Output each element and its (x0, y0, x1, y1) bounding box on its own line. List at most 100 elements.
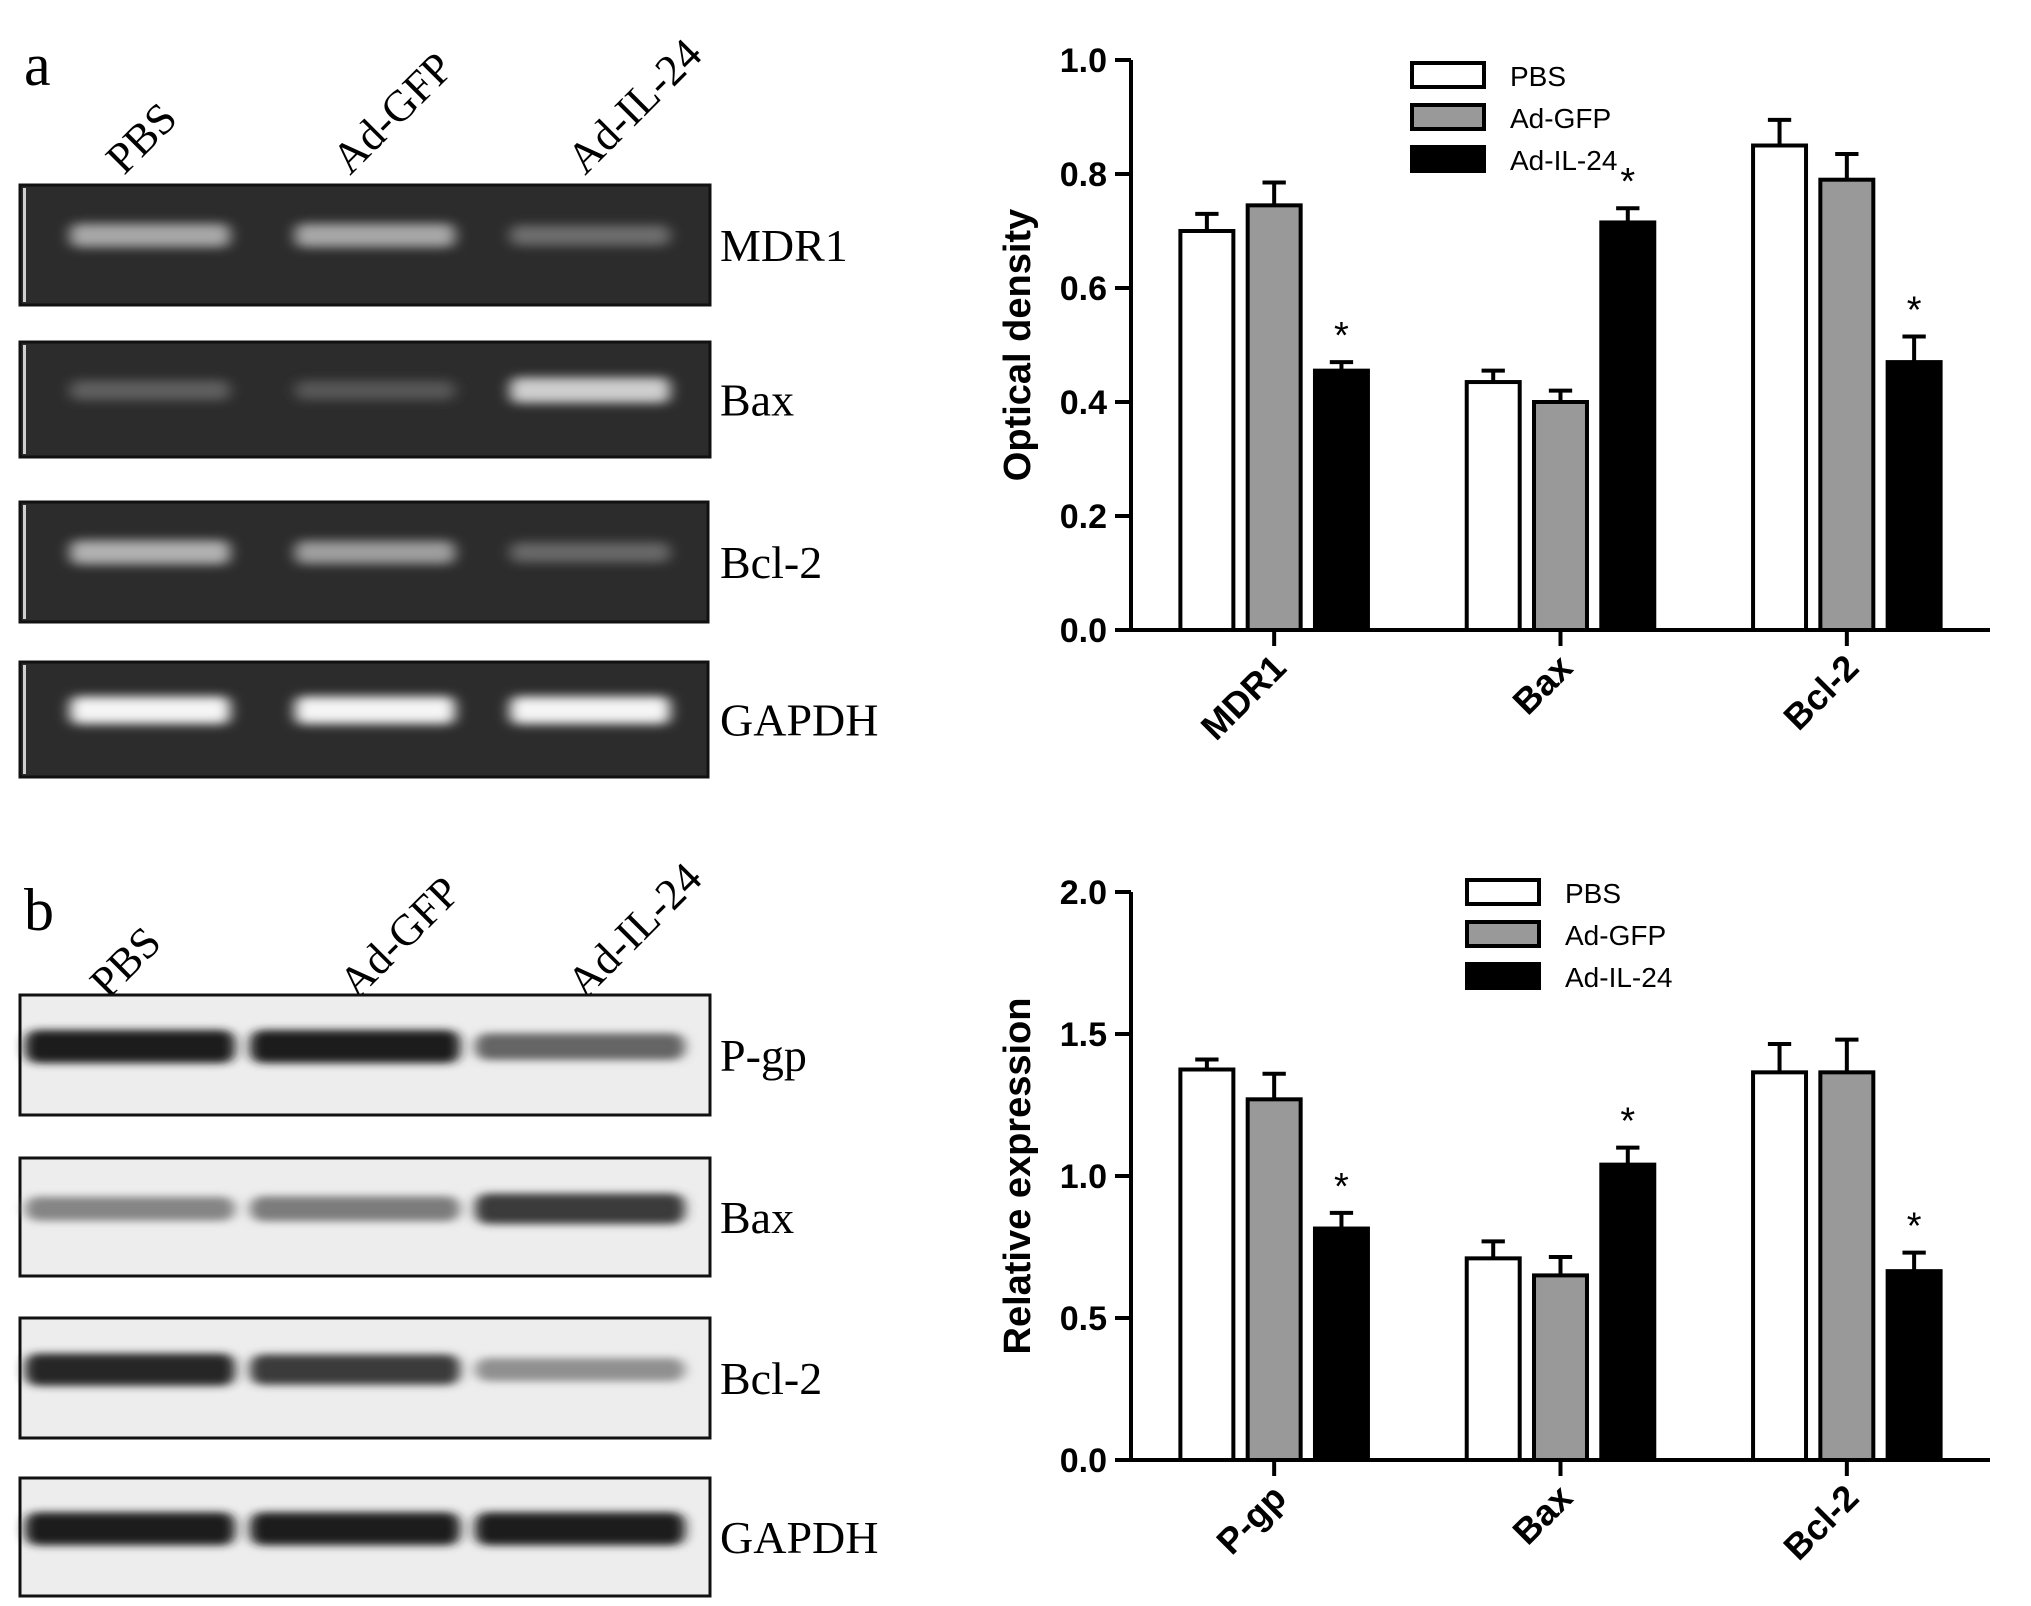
blot-band (25, 1196, 235, 1221)
gel-band (295, 696, 455, 725)
gel-strip-edge (23, 665, 26, 774)
blot-band (25, 1030, 235, 1064)
y-tick-label: 0.2 (1060, 498, 1107, 536)
legend-swatch-ad-il-24 (1465, 962, 1541, 990)
panel-a-gel-strips: MDR1 Bax Bcl-2 GAPDH (18, 183, 878, 779)
gel-band (70, 540, 230, 565)
significance-asterisk: * (1907, 1206, 1922, 1248)
gel-row-label: MDR1 (720, 220, 848, 271)
blot-band (250, 1512, 460, 1546)
blot-band (475, 1033, 685, 1060)
x-tick-label: Bcl-2 (1775, 647, 1866, 738)
legend-label-ad-il-24: Ad-IL-24 (1565, 962, 1672, 993)
bar-ad-gfp-bax (1532, 1273, 1589, 1463)
lane-label-pbs: PBS (96, 93, 186, 183)
bar-ad-il-24-bcl-2 (1885, 1269, 1943, 1463)
x-tick-label: P-gp (1208, 1477, 1294, 1563)
y-tick-label: 0.0 (1060, 1442, 1107, 1480)
panel-a-letter: a (24, 32, 51, 98)
gel-band (70, 696, 230, 725)
bar-pbs-bax (1464, 1256, 1522, 1462)
blot-band (250, 1030, 460, 1064)
y-tick-label: 0.5 (1060, 1300, 1107, 1338)
x-tick-label: Bcl-2 (1775, 1477, 1866, 1568)
bar-ad-il-24-mdr1 (1312, 368, 1370, 632)
gel-band (295, 380, 455, 400)
panel-b-letter: b (24, 877, 54, 943)
blot-band (475, 1512, 685, 1546)
gel-row-label: GAPDH (720, 695, 878, 746)
blot-row-label: Bax (720, 1192, 794, 1243)
y-tick-label: 0.6 (1060, 270, 1107, 308)
y-tick-label: 1.0 (1060, 42, 1107, 80)
gel-band (510, 225, 670, 246)
y-axis-label: Relative expression (997, 998, 1039, 1355)
bar-ad-gfp-mdr1 (1245, 203, 1303, 632)
gel-band (295, 540, 455, 564)
blot-band (475, 1193, 685, 1224)
gel-row-label: Bax (720, 375, 794, 426)
gel-band (510, 377, 670, 404)
significance-asterisk: * (1620, 1101, 1635, 1143)
lane-label-ad-gfp: Ad-GFP (329, 867, 469, 1007)
bar-ad-il-24-bax (1599, 1162, 1657, 1462)
bar-ad-il-24-bax (1599, 220, 1657, 632)
relative-expression-chart: 0.0 0.5 1.0 1.5 2.0 Relative expression * P-gp *… (997, 874, 1990, 1568)
bar-ad-il-24-bcl-2 (1885, 360, 1943, 632)
x-tick-label: Bax (1504, 647, 1580, 723)
blot-row-label: Bcl-2 (720, 1353, 822, 1404)
y-tick-label: 1.0 (1060, 1158, 1107, 1196)
blot-row-label: P-gp (720, 1030, 807, 1081)
legend-label-ad-il-24: Ad-IL-24 (1510, 145, 1617, 176)
gel-band (70, 223, 230, 248)
gel-band (295, 223, 455, 248)
gel-strip-edge (23, 188, 26, 302)
panel-a-lane-labels: PBS Ad-GFP Ad-IL-24 (96, 29, 711, 183)
legend-label-pbs: PBS (1510, 61, 1566, 92)
y-tick-label: 2.0 (1060, 874, 1107, 912)
bar-pbs-mdr1 (1178, 229, 1236, 632)
legend-label-ad-gfp: Ad-GFP (1510, 103, 1611, 134)
bar-pbs-bcl-2 (1751, 1070, 1809, 1462)
blot-row-label: GAPDH (720, 1512, 878, 1563)
y-tick-label: 0.4 (1060, 384, 1107, 422)
bar-ad-gfp-bcl-2 (1818, 177, 1876, 632)
blot-band (25, 1353, 235, 1386)
bar-pbs-bax (1464, 380, 1522, 632)
significance-asterisk: * (1620, 161, 1635, 203)
y-tick-label: 0.0 (1060, 612, 1107, 650)
bar-ad-gfp-bax (1532, 400, 1589, 632)
blot-band (475, 1358, 685, 1382)
gel-row-label: Bcl-2 (720, 537, 822, 588)
lane-label-ad-gfp: Ad-GFP (322, 43, 462, 183)
x-tick-label: Bax (1504, 1477, 1580, 1553)
bar-ad-gfp-bcl-2 (1818, 1070, 1876, 1462)
optical-density-chart: 0.0 0.2 0.4 0.6 0.8 1.0 Optical density * MDR1 * B… (997, 42, 1990, 748)
legend-swatch-ad-gfp (1410, 103, 1486, 131)
blot-band (25, 1512, 235, 1546)
gel-band (510, 696, 670, 725)
panel-b-blot-strips: P-gp Bax Bcl-2 GAPDH (18, 993, 878, 1598)
significance-asterisk: * (1334, 1166, 1349, 1208)
y-tick-label: 0.8 (1060, 156, 1107, 194)
lane-label-ad-il24: Ad-IL-24 (557, 853, 711, 1007)
x-tick-label: MDR1 (1193, 647, 1294, 748)
gel-strip-edge (23, 345, 26, 454)
bar-ad-gfp-p-gp (1245, 1097, 1303, 1462)
gel-strip-edge (23, 505, 26, 619)
bar-pbs-bcl-2 (1751, 143, 1809, 632)
bar-pbs-p-gp (1178, 1067, 1236, 1462)
legend-label-ad-gfp: Ad-GFP (1565, 920, 1666, 951)
gel-band (70, 380, 230, 401)
panel-b-lane-labels: PBS Ad-GFP Ad-IL-24 (80, 853, 711, 1007)
lane-label-ad-il24: Ad-IL-24 (557, 29, 711, 183)
legend-swatch-pbs (1410, 61, 1486, 89)
y-axis-label: Optical density (997, 209, 1039, 481)
legend-swatch-pbs (1465, 878, 1541, 906)
blot-band (250, 1354, 460, 1385)
legend-label-pbs: PBS (1565, 878, 1621, 909)
blot-band (250, 1196, 460, 1222)
bar-ad-il-24-p-gp (1312, 1226, 1370, 1463)
legend-swatch-ad-il-24 (1410, 145, 1486, 173)
